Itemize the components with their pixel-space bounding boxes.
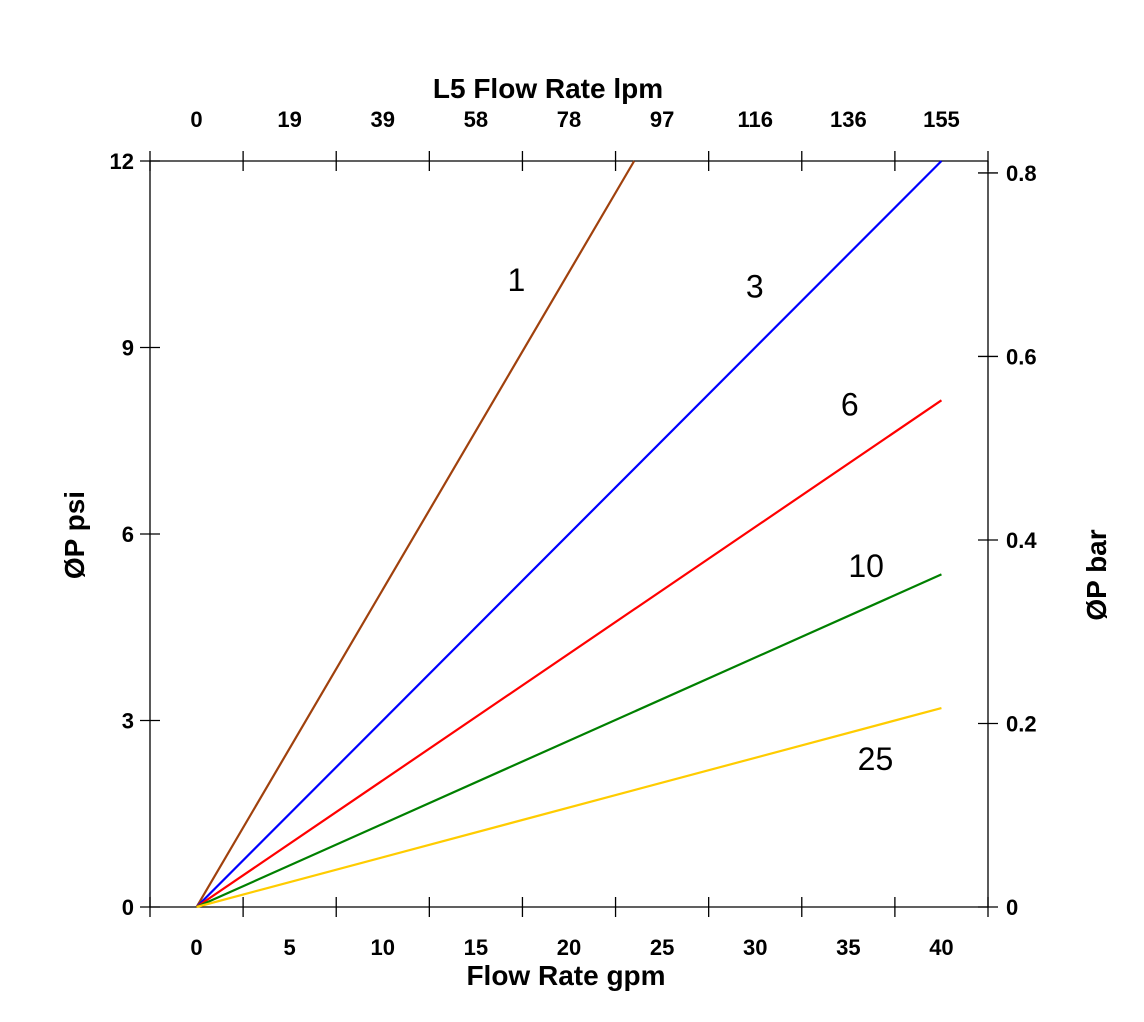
bottom-tick-label: 30 <box>743 935 767 960</box>
series-lines <box>195 160 943 909</box>
bottom-axis-title: Flow Rate gpm <box>466 960 665 991</box>
top-tick-label: 0 <box>190 107 202 132</box>
right-tick-label: 0.2 <box>1006 711 1037 736</box>
top-tick-label: 78 <box>557 107 581 132</box>
bottom-tick-label: 15 <box>464 935 488 960</box>
top-tick-label: 97 <box>650 107 674 132</box>
series-label-3: 3 <box>746 268 764 304</box>
bottom-tick-label: 25 <box>650 935 674 960</box>
top-tick-label: 39 <box>371 107 395 132</box>
top-tick-label: 155 <box>923 107 960 132</box>
bottom-tick-label: 20 <box>557 935 581 960</box>
series-line-6 <box>195 399 943 908</box>
series-label-6: 6 <box>841 386 859 422</box>
top-axis-title: L5 Flow Rate lpm <box>433 73 663 104</box>
top-tick-label: 136 <box>830 107 867 132</box>
bottom-tick-label: 10 <box>371 935 395 960</box>
top-tick-label: 58 <box>464 107 488 132</box>
axes: 0 5 10 15 20 25 30 35 400 19 39 58 78 97 116 136 1550369… <box>110 107 1038 960</box>
left-tick-label: 12 <box>110 149 134 174</box>
left-axis-title: ØP psi <box>59 491 90 579</box>
series-label-1: 1 <box>508 262 526 298</box>
bottom-tick-label: 40 <box>929 935 953 960</box>
right-axis-title: ØP bar <box>1081 529 1112 620</box>
series-line-25 <box>196 707 942 909</box>
right-tick-label: 0 <box>1006 895 1018 920</box>
left-tick-label: 6 <box>122 522 134 547</box>
bottom-tick-label: 5 <box>284 935 296 960</box>
series-line-1 <box>195 160 636 908</box>
top-tick-label: 116 <box>737 107 773 132</box>
right-tick-label: 0.4 <box>1006 528 1037 553</box>
right-tick-label: 0.6 <box>1006 344 1037 369</box>
left-tick-label: 0 <box>122 895 134 920</box>
left-tick-label: 9 <box>122 336 134 361</box>
bottom-tick-label: 35 <box>836 935 860 960</box>
series-line-10 <box>196 573 942 909</box>
series-label-10: 10 <box>848 548 884 584</box>
series-labels: 1 3 6 10 25 <box>508 262 894 777</box>
right-tick-label: 0.8 <box>1006 161 1037 186</box>
series-label-25: 25 <box>858 741 894 777</box>
bottom-tick-label: 0 <box>190 935 202 960</box>
top-tick-label: 19 <box>277 107 301 132</box>
left-tick-label: 3 <box>122 709 134 734</box>
series-line-3 <box>195 160 943 908</box>
